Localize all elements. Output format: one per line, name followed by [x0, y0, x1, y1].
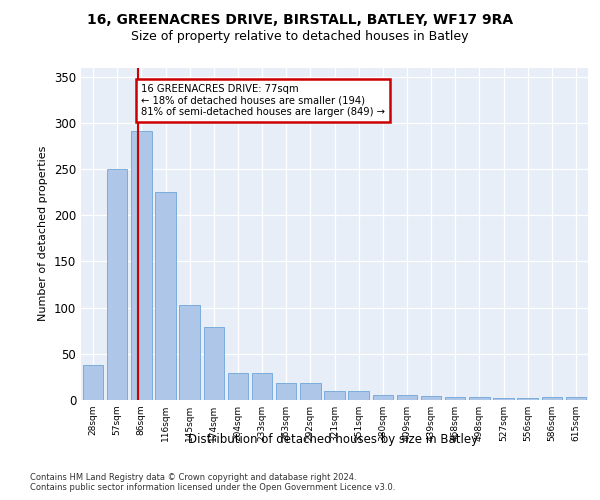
- Bar: [300, 384, 320, 400]
- Bar: [566, 397, 586, 400]
- Bar: [179, 305, 200, 400]
- Bar: [397, 396, 417, 400]
- Text: Contains HM Land Registry data © Crown copyright and database right 2024.
Contai: Contains HM Land Registry data © Crown c…: [30, 472, 395, 492]
- Bar: [252, 373, 272, 400]
- Bar: [203, 327, 224, 400]
- Bar: [373, 396, 393, 400]
- Bar: [349, 391, 369, 400]
- Bar: [469, 397, 490, 400]
- Bar: [227, 373, 248, 400]
- Bar: [542, 397, 562, 400]
- Text: Distribution of detached houses by size in Batley: Distribution of detached houses by size …: [188, 432, 478, 446]
- Bar: [493, 398, 514, 400]
- Text: 16 GREENACRES DRIVE: 77sqm
← 18% of detached houses are smaller (194)
81% of sem: 16 GREENACRES DRIVE: 77sqm ← 18% of deta…: [142, 84, 385, 117]
- Y-axis label: Number of detached properties: Number of detached properties: [38, 146, 49, 322]
- Bar: [276, 384, 296, 400]
- Bar: [517, 398, 538, 400]
- Bar: [155, 192, 176, 400]
- Bar: [83, 365, 103, 400]
- Text: 16, GREENACRES DRIVE, BIRSTALL, BATLEY, WF17 9RA: 16, GREENACRES DRIVE, BIRSTALL, BATLEY, …: [87, 12, 513, 26]
- Bar: [107, 169, 127, 400]
- Text: Size of property relative to detached houses in Batley: Size of property relative to detached ho…: [131, 30, 469, 43]
- Bar: [131, 131, 152, 400]
- Bar: [445, 397, 466, 400]
- Bar: [324, 391, 345, 400]
- Bar: [421, 396, 442, 400]
